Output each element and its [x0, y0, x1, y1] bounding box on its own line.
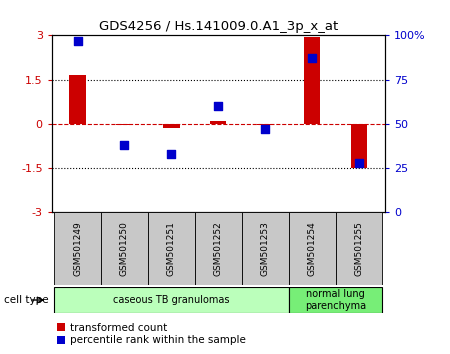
Bar — [195, 212, 242, 285]
Text: caseous TB granulomas: caseous TB granulomas — [113, 295, 230, 305]
Point — [356, 160, 363, 166]
Bar — [288, 212, 336, 285]
Text: GSM501249: GSM501249 — [73, 221, 82, 276]
Point — [215, 103, 222, 109]
Text: normal lung
parenchyma: normal lung parenchyma — [305, 289, 366, 311]
Bar — [148, 212, 195, 285]
Bar — [54, 212, 101, 285]
Text: GSM501252: GSM501252 — [214, 221, 223, 276]
Bar — [351, 124, 367, 168]
Text: GSM501255: GSM501255 — [355, 221, 364, 276]
Text: GSM501253: GSM501253 — [261, 221, 270, 276]
Bar — [101, 212, 148, 285]
Bar — [54, 287, 288, 313]
Bar — [336, 212, 382, 285]
Bar — [304, 37, 320, 124]
Bar — [163, 124, 180, 128]
Legend: transformed count, percentile rank within the sample: transformed count, percentile rank withi… — [57, 322, 247, 345]
Bar — [242, 212, 288, 285]
Bar — [69, 75, 86, 124]
Bar — [116, 124, 133, 125]
Point — [74, 38, 81, 44]
Point — [308, 56, 315, 61]
Text: GSM501251: GSM501251 — [167, 221, 176, 276]
Text: GSM501250: GSM501250 — [120, 221, 129, 276]
Text: cell type: cell type — [4, 295, 49, 305]
Text: GSM501254: GSM501254 — [307, 221, 316, 276]
Bar — [288, 287, 382, 313]
Bar — [257, 124, 273, 125]
Point — [121, 142, 128, 148]
Point — [168, 151, 175, 157]
Bar — [210, 121, 226, 124]
Title: GDS4256 / Hs.141009.0.A1_3p_x_at: GDS4256 / Hs.141009.0.A1_3p_x_at — [99, 20, 338, 33]
Point — [261, 126, 269, 132]
